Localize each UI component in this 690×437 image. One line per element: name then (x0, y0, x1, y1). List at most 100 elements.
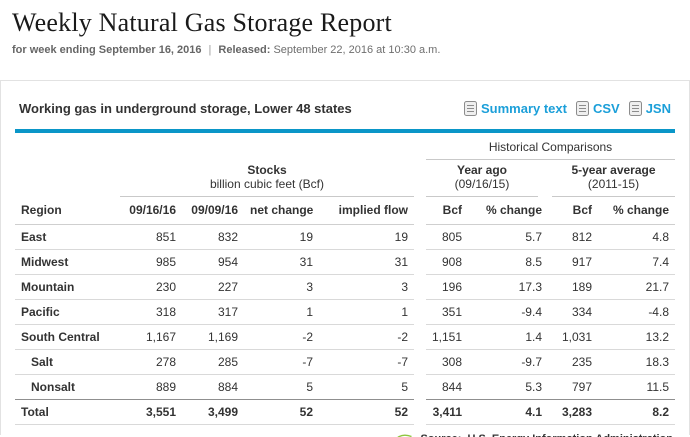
table-row: South Central 1,167 1,169 -2 -2 1,151 1.4 1,031… (15, 324, 675, 350)
cell-value: -9.7 (468, 349, 548, 375)
cell-value: 227 (182, 274, 244, 300)
csv-label: CSV (592, 100, 620, 116)
cell-value: 351 (426, 299, 468, 325)
section-gap (414, 299, 426, 324)
cell-value: 985 (120, 249, 182, 275)
cell-value: -7 (244, 349, 319, 375)
panel-header: Working gas in underground storage, Lowe… (15, 81, 675, 129)
cell-value: 318 (120, 299, 182, 325)
section-gap (414, 374, 426, 399)
section-gap (414, 349, 426, 374)
col-header-fiveyr-bcf: Bcf (548, 196, 598, 225)
cell-value: 278 (120, 349, 182, 375)
stocks-title: Stocks (247, 162, 287, 177)
cell-value: 1 (244, 299, 319, 325)
page-title: Weekly Natural Gas Storage Report (12, 8, 392, 37)
cell-value: 844 (426, 374, 468, 400)
region-label: Salt (15, 349, 120, 375)
cell-value: 52 (244, 399, 319, 425)
cell-value: 889 (120, 374, 182, 400)
csv-link[interactable]: CSV (575, 100, 620, 116)
year-ago-title: Year ago (456, 162, 508, 177)
region-label: East (15, 224, 120, 250)
cell-value: 4.8 (598, 224, 675, 250)
table-row: Salt 278 285 -7 -7 308 -9.7 235 18.3 (15, 349, 675, 375)
cell-value: 31 (319, 249, 414, 275)
cell-value: 3 (244, 274, 319, 300)
cell-value: 21.7 (598, 274, 675, 300)
region-label: Mountain (15, 274, 120, 300)
accent-rule (15, 128, 675, 133)
section-gap (414, 274, 426, 299)
cell-value: 235 (548, 349, 598, 375)
col-header-fiveyr-pct: % change (598, 196, 675, 225)
cell-value: 8.2 (598, 399, 675, 425)
table-row: East 851 832 19 19 805 5.7 812 4.8 (15, 224, 675, 250)
summary-text-link[interactable]: Summary text (463, 100, 567, 116)
column-header-row: Region 09/16/16 09/09/16 net change impl… (15, 196, 675, 225)
document-icon (628, 100, 642, 116)
group-header-row-1: Historical Comparisons (15, 134, 675, 160)
storage-table-body: East 851 832 19 19 805 5.7 812 4.8 Midwest 985 954 3… (15, 224, 675, 425)
source-row: eia Source: U.S. Energy Information Admi… (15, 432, 675, 437)
cell-value: 917 (548, 249, 598, 275)
table-row: Mountain 230 227 3 3 196 17.3 189 21.7 (15, 274, 675, 300)
released-value: September 22, 2016 at 10:30 a.m. (273, 43, 441, 56)
cell-value: 230 (120, 274, 182, 300)
five-year-group-header: 5-year average (2011-15) (552, 163, 675, 197)
week-ending-text: for week ending September 16, 2016 (12, 43, 202, 56)
cell-value: -2 (244, 324, 319, 350)
cell-value: 5 (319, 374, 414, 400)
historical-comparisons-header: Historical Comparisons (426, 140, 675, 160)
download-links: Summary text CSV JSN (463, 100, 671, 116)
document-icon (575, 100, 589, 116)
cell-value: 334 (548, 299, 598, 325)
subtitle-divider: | (208, 43, 212, 56)
cell-value: -2 (319, 324, 414, 350)
stocks-subtitle: billion cubic feet (Bcf) (209, 176, 325, 191)
storage-table: Historical Comparisons Stocks billion cu… (15, 134, 675, 425)
col-header-region: Region (15, 196, 120, 225)
released-label: Released: (218, 43, 271, 56)
cell-value: 832 (182, 224, 244, 250)
cell-value: 189 (548, 274, 598, 300)
region-label: Midwest (15, 249, 120, 275)
cell-value: 1.4 (468, 324, 548, 350)
cell-value: 196 (426, 274, 468, 300)
cell-value: 954 (182, 249, 244, 275)
cell-value: 52 (319, 399, 414, 425)
five-year-subtitle: (2011-15) (587, 176, 640, 191)
cell-value: 908 (426, 249, 468, 275)
cell-value: 8.5 (468, 249, 548, 275)
section-gap (414, 224, 426, 249)
cell-value: 3,551 (120, 399, 182, 425)
col-header-prior-week: 09/09/16 (182, 196, 244, 225)
report-panel: Working gas in underground storage, Lowe… (0, 79, 690, 437)
cell-value: -7 (319, 349, 414, 375)
cell-value: -4.8 (598, 299, 675, 325)
cell-value: 308 (426, 349, 468, 375)
cell-value: 3,499 (182, 399, 244, 425)
year-ago-group-header: Year ago (09/16/15) (426, 163, 538, 197)
cell-value: 317 (182, 299, 244, 325)
table-row: Nonsalt 889 884 5 5 844 5.3 797 11.5 (15, 374, 675, 400)
col-header-current-week: 09/16/16 (120, 196, 182, 225)
cell-value: 5.7 (468, 224, 548, 250)
cell-value: 13.2 (598, 324, 675, 350)
cell-value: 19 (319, 224, 414, 250)
section-gap (414, 324, 426, 349)
jsn-link[interactable]: JSN (628, 100, 671, 116)
source-value: U.S. Energy Information Administration (467, 433, 673, 437)
document-icon (463, 100, 477, 116)
stocks-group-header: Stocks billion cubic feet (Bcf) (120, 163, 414, 197)
region-label: South Central (15, 324, 120, 350)
cell-value: 5 (244, 374, 319, 400)
cell-value: 1,151 (426, 324, 468, 350)
cell-value: 3,411 (426, 399, 468, 425)
jsn-label: JSN (645, 100, 671, 116)
cell-value: 31 (244, 249, 319, 275)
region-label: Pacific (15, 299, 120, 325)
section-gap (414, 249, 426, 274)
cell-value: 3,283 (548, 399, 598, 425)
cell-value: -9.4 (468, 299, 548, 325)
